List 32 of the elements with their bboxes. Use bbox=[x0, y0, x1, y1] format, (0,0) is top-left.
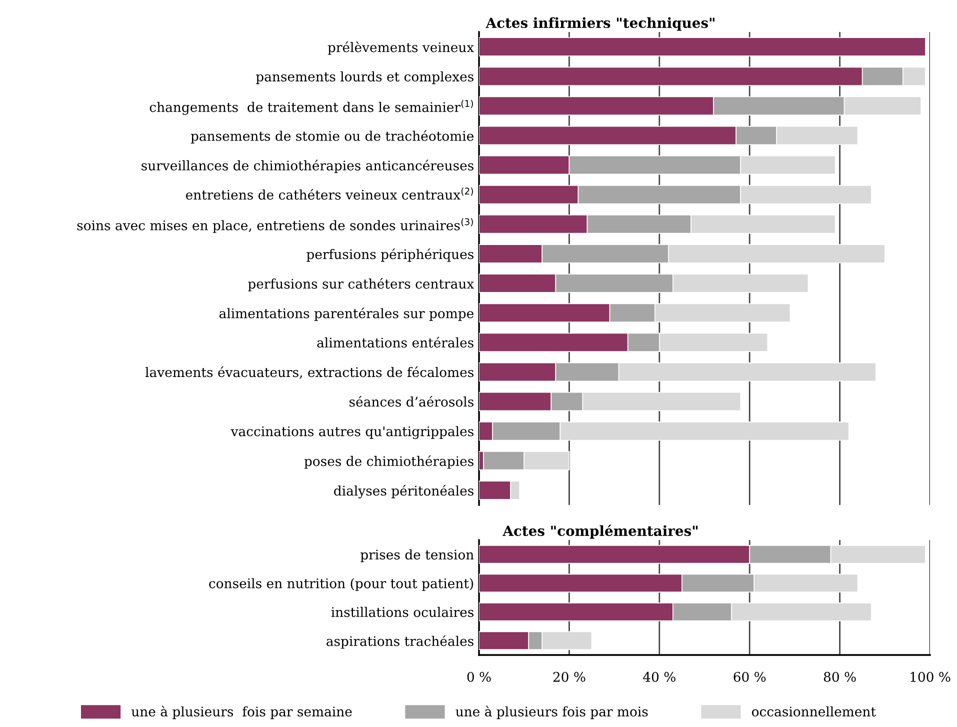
y-tick-label: perfusions périphériques bbox=[306, 248, 474, 262]
x-tick-label: 80 % bbox=[824, 672, 856, 682]
legend-label: une à plusieurs fois par semaine bbox=[131, 706, 352, 720]
legend-label: occasionnellement bbox=[752, 706, 876, 717]
y-tick-label: alimentations parentérales sur pompe bbox=[219, 308, 474, 321]
y-tick-label: dialyses péritonéales bbox=[334, 484, 474, 498]
y-tick-label: séances d’aérosols bbox=[350, 396, 474, 407]
y-tick-label: soins avec mises en place, entretiens de sondes urinaires$^{(3)}$ bbox=[77, 218, 473, 233]
y-tick-label: conseils en nutrition (pour tout patient) bbox=[209, 578, 474, 591]
y-tick-label: prises de tension bbox=[360, 549, 474, 562]
y-tick-label: lavements évacuateurs, extractions de fécalomes bbox=[145, 366, 474, 379]
y-tick-label: perfusions sur cathéters centraux bbox=[248, 278, 474, 292]
x-tick-label: 60 % bbox=[734, 672, 766, 682]
chart-title: Actes "complémentaires" bbox=[502, 524, 698, 539]
y-tick-label: pansements lourds et complexes bbox=[256, 71, 474, 84]
y-tick-label: changements de traitement dans le semainier$^{(1)}$ bbox=[150, 100, 473, 115]
bar bbox=[479, 37, 926, 56]
y-tick-label: vaccinations autres qu'antigrippales bbox=[230, 426, 474, 440]
x-tick-label: 100 % bbox=[910, 672, 950, 682]
y-tick-label: surveillances de chimiothérapies anticancéreuses bbox=[142, 160, 474, 174]
y-tick-label: pansements de stomie ou de trachéotomie bbox=[190, 130, 474, 144]
y-tick-label: instillations oculaires bbox=[331, 606, 474, 618]
x-tick-label: 20 % bbox=[553, 672, 586, 682]
y-tick-label: alimentations entérales bbox=[317, 336, 474, 348]
y-tick-label: aspirations trachéales bbox=[326, 635, 474, 649]
x-tick-label: 40 % bbox=[643, 672, 676, 682]
chart-title: Actes infirmiers "techniques" bbox=[486, 17, 714, 31]
y-tick-label: entretiens de cathéters veineux centraux$^{(2)}$ bbox=[186, 187, 473, 200]
y-tick-label: poses de chimiothérapies bbox=[304, 455, 474, 469]
y-tick-label: prélèvements veineux bbox=[328, 42, 474, 55]
x-tick-label: 0 % bbox=[467, 672, 491, 682]
legend-label: une à plusieurs fois par mois bbox=[456, 706, 648, 720]
